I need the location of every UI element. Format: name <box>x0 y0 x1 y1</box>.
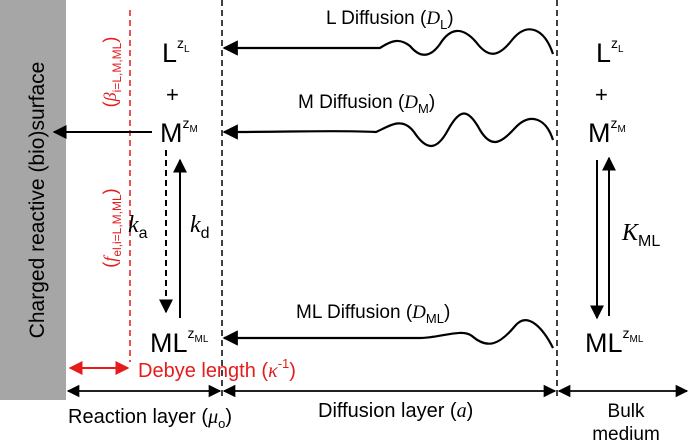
medium-label: medium <box>592 424 660 445</box>
complex-left: MLzML <box>150 325 209 358</box>
ml-diffusion-label: ML Diffusion (DML) <box>296 302 450 326</box>
f-el-label: (fel,i=L,M,ML) <box>100 188 124 267</box>
m-diffusion-label: M Diffusion (DM) <box>298 92 435 116</box>
debye-length-label: Debye length (κ-1) <box>138 356 296 382</box>
l-diffusion-arrow <box>222 28 555 56</box>
ligand-left: LzL <box>162 35 190 68</box>
kml-label: KML <box>621 220 660 250</box>
reaction-layer-label: Reaction layer (μo) <box>68 406 232 431</box>
kd-label: kd <box>190 212 210 242</box>
beta-label: (βi=L,M,ML) <box>100 37 124 108</box>
surface-label: Charged reactive (bio)surface <box>26 62 49 339</box>
diffusion-layer-label: Diffusion layer (a) <box>318 400 473 422</box>
ka-label: ka <box>128 212 148 242</box>
reactive-surface <box>0 0 66 400</box>
ligand-right: LzL <box>596 35 624 68</box>
metal-left: MzM <box>160 115 198 148</box>
ml-diffusion-arrow <box>222 319 554 349</box>
metal-right: MzM <box>588 115 626 148</box>
l-diffusion-label: L Diffusion (DL) <box>326 8 454 32</box>
plus-left: + <box>166 82 179 107</box>
m-diffusion-arrow <box>222 112 555 148</box>
bulk-label: Bulk <box>608 401 645 422</box>
complex-right: MLzML <box>585 325 644 358</box>
plus-right: + <box>595 82 608 107</box>
